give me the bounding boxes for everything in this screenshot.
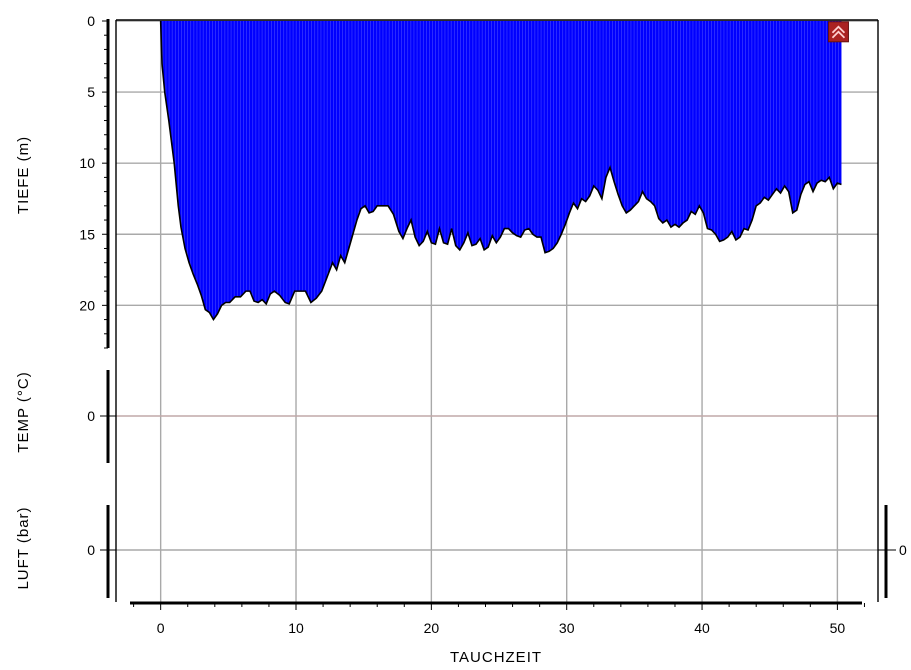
x-tick-label: 20 xyxy=(424,620,440,636)
depth-axis-title: TIEFE (m) xyxy=(15,136,32,214)
depth-tick-label: 0 xyxy=(87,13,95,29)
plot-frame xyxy=(115,19,879,602)
temp-axis-title: TEMP (°C) xyxy=(15,371,32,452)
x-axis-title: TAUCHZEIT xyxy=(450,649,542,666)
air-tick-label: 0 xyxy=(87,542,95,558)
temp-tick-label: 0 xyxy=(87,408,95,424)
air-tick-label-right: 0 xyxy=(899,542,907,558)
axis-labels: 0 5 10 15 20 0 0 0 0 10 20 30 40 50 TAUCHZEIT TIEFE (m)… xyxy=(15,13,907,666)
x-tick-label: 30 xyxy=(559,620,575,636)
end-marker[interactable] xyxy=(827,21,849,43)
chevron-glyph xyxy=(831,25,846,39)
depth-tick-label: 10 xyxy=(79,155,95,171)
depth-profile-line xyxy=(159,20,842,322)
depth-tick-label: 20 xyxy=(79,297,95,313)
x-tick-label: 10 xyxy=(288,620,304,636)
x-tick-label: 40 xyxy=(694,620,710,636)
air-axis-title: LUFT (bar) xyxy=(15,506,32,589)
axes xyxy=(100,19,896,610)
depth-tick-label: 5 xyxy=(87,84,95,100)
depth-tick-label: 15 xyxy=(79,226,95,242)
x-tick-label: 50 xyxy=(830,620,846,636)
x-tick-label: 0 xyxy=(157,620,165,636)
depth-area-group xyxy=(159,20,842,322)
